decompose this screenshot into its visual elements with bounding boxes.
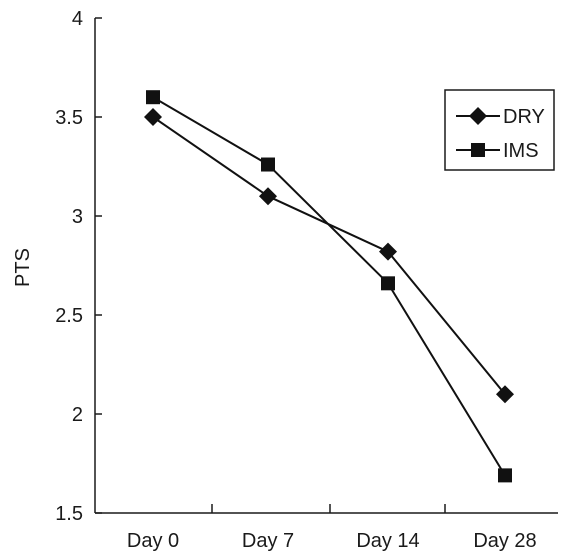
data-point-dry (496, 385, 514, 404)
legend-marker-dry (469, 107, 487, 125)
data-point-ims (498, 468, 512, 483)
data-point-dry (379, 242, 397, 261)
y-tick-label: 2 (72, 404, 83, 426)
x-axis-ticks: Day 0 Day 7 Day 14 Day 28 (127, 504, 537, 552)
y-tick-label: 3.5 (55, 107, 83, 129)
data-point-dry (144, 108, 162, 126)
y-tick-label: 2.5 (55, 305, 83, 327)
x-tick-label: Day 14 (356, 530, 419, 552)
data-point-ims (146, 90, 160, 105)
series-layer (144, 90, 514, 483)
data-point-ims (381, 276, 395, 291)
y-tick-label: 3 (72, 206, 83, 228)
legend: DRY IMS (444, 89, 555, 171)
legend-box (444, 89, 555, 171)
x-tick-label: Day 0 (127, 530, 179, 552)
x-tick-label: Day 28 (473, 530, 536, 552)
axes (94, 18, 558, 514)
y-axis-title: PTS (12, 248, 34, 287)
y-axis-ticks: 1.5 2 2.5 3 3.5 4 (55, 8, 102, 525)
legend-label-dry: DRY (503, 106, 545, 128)
legend-label-ims: IMS (503, 140, 539, 162)
data-point-dry (259, 187, 277, 206)
y-tick-label: 1.5 (55, 503, 83, 525)
y-tick-label: 4 (72, 8, 83, 30)
series-ims (146, 90, 512, 483)
series-line-ims (152, 96, 506, 476)
x-tick-label: Day 7 (242, 530, 294, 552)
legend-marker-ims (471, 143, 485, 157)
data-point-ims (261, 157, 275, 172)
